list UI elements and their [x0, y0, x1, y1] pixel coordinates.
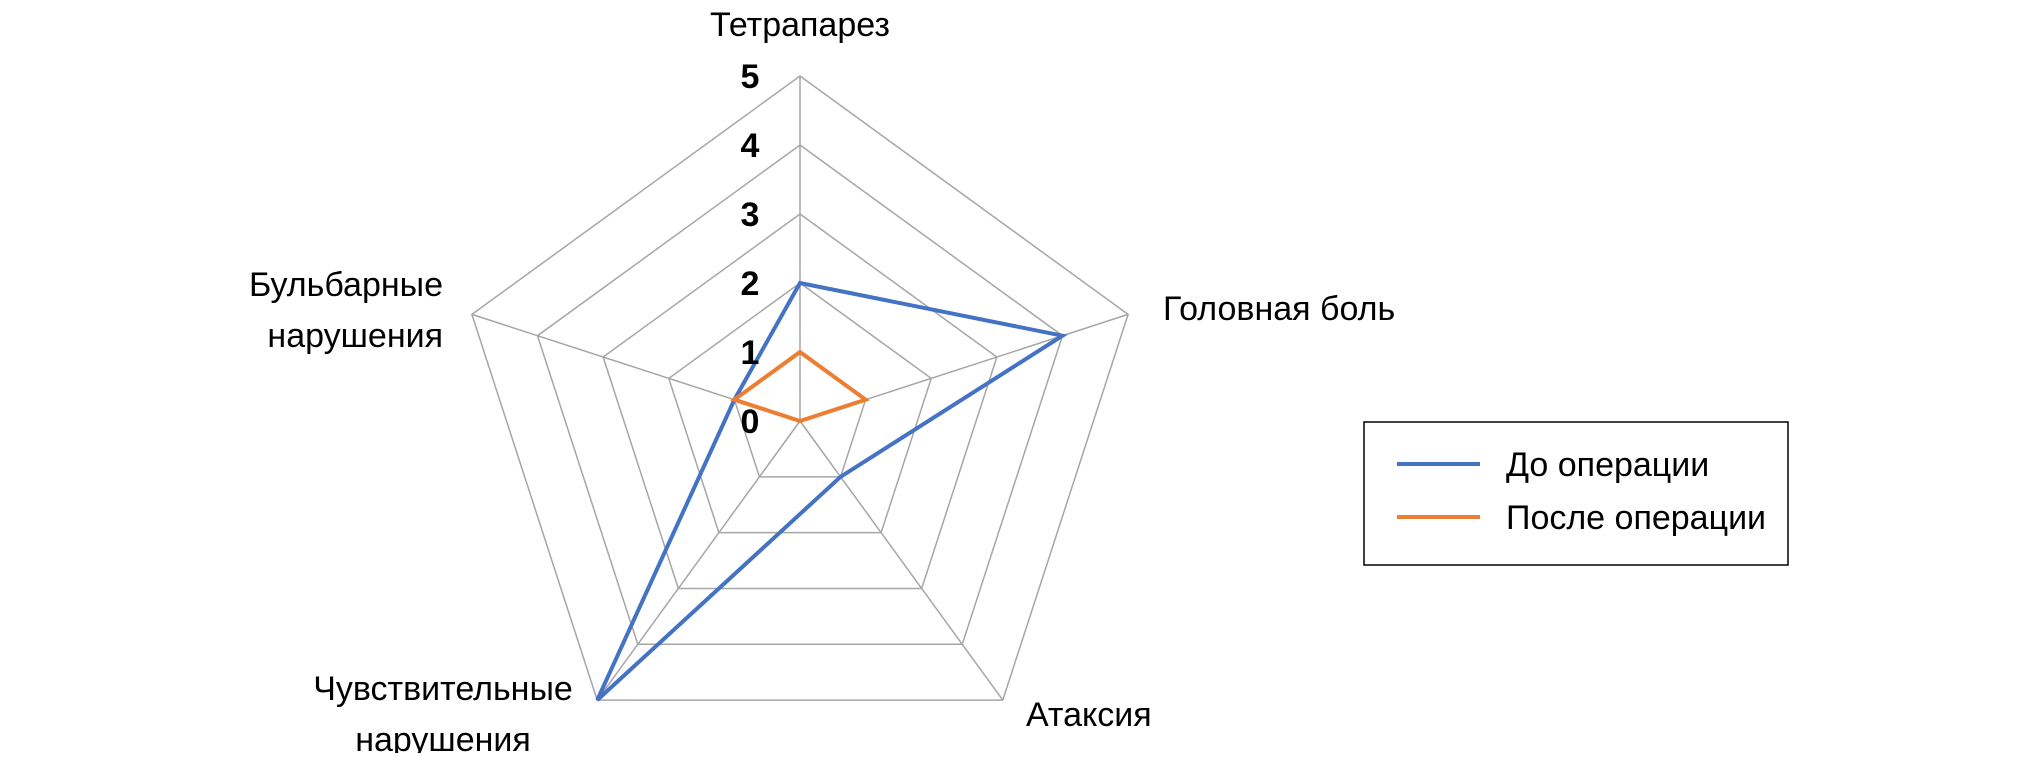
- series-layer: [595, 280, 1068, 702]
- axis-label-3: Атаксия: [1026, 696, 1152, 734]
- grid-layer: [471, 75, 1129, 701]
- grid-ring-5: [471, 75, 1129, 701]
- legend-label-series-1: До операции: [1506, 446, 1709, 484]
- axis-label-4-line-2: нарушения: [355, 721, 531, 753]
- axis-label-4-line-1: Чувствительные: [313, 670, 573, 708]
- tick-label-1: 1: [741, 334, 760, 372]
- axis-label-1: Тетрапарез: [710, 6, 890, 44]
- series-line-1: [595, 280, 1068, 702]
- axis-label-2: Головная боль: [1163, 290, 1395, 328]
- tick-label-5: 5: [741, 58, 760, 96]
- series-line-2: [730, 349, 870, 424]
- grid-ring-3: [602, 213, 998, 590]
- axis-label-5-line-2: нарушения: [267, 317, 443, 355]
- grid-ring-4: [536, 144, 1064, 646]
- legend-box: [1363, 421, 1789, 566]
- legend-label-series-2: После операции: [1506, 499, 1766, 537]
- tick-label-2: 2: [741, 265, 760, 303]
- tick-label-0: 0: [741, 403, 760, 441]
- tick-label-4: 4: [741, 127, 760, 165]
- legend: До операции После операции: [1363, 421, 1789, 566]
- axis-labels: Тетрапарез Головная боль Атаксия Чувствител…: [249, 6, 1395, 758]
- tick-labels: 0 1 2 3 4 5: [741, 58, 760, 441]
- tick-label-3: 3: [741, 196, 760, 234]
- grid-spoke-4: [596, 420, 801, 701]
- axis-label-5-line-1: Бульбарные: [249, 266, 443, 304]
- grid-spoke-3: [799, 420, 1004, 701]
- grid-ring-2: [667, 282, 933, 534]
